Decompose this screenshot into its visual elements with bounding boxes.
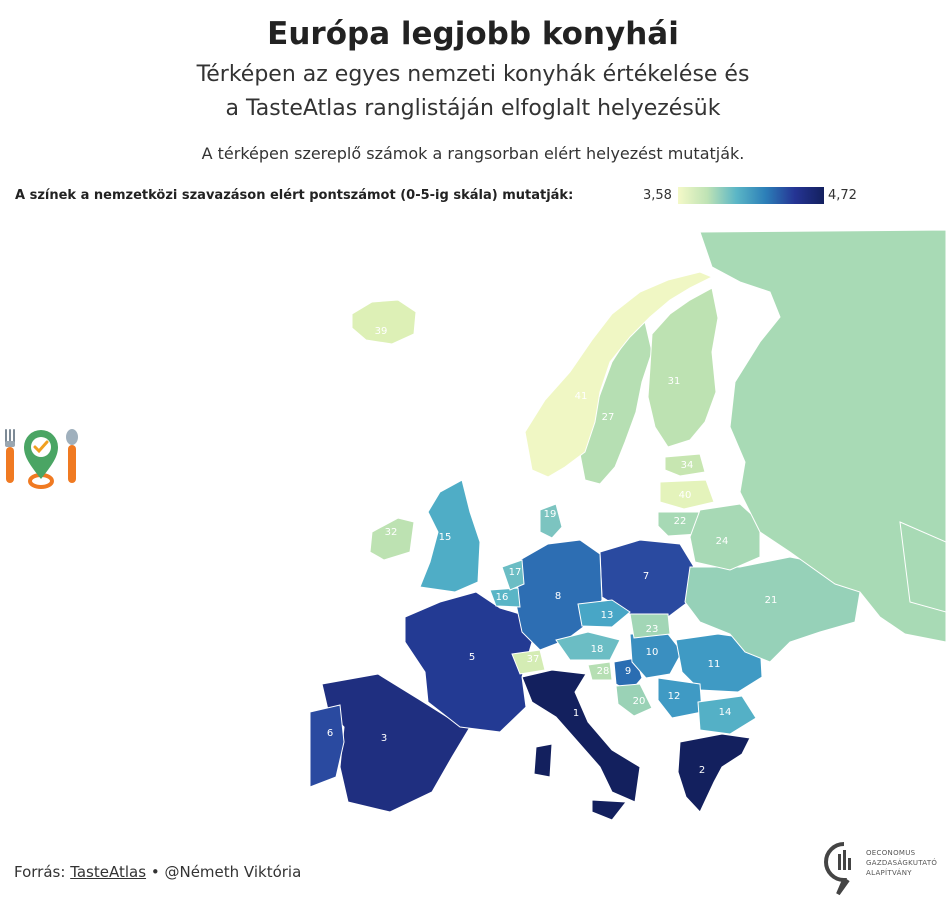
- country-10-rank-label: 12: [668, 691, 681, 702]
- map-pin-check-icon: [24, 430, 58, 489]
- oeconomus-logo: OECONOMUS GAZDASÁGKUTATÓ ALAPÍTVÁNY: [824, 840, 942, 898]
- country-3-rank-label: 5: [469, 652, 475, 663]
- country-0: [521, 669, 641, 821]
- source-line: Forrás: TasteAtlas • @Németh Viktória: [14, 863, 301, 881]
- country-14: [489, 587, 521, 608]
- country-23-rank-label: 27: [602, 412, 615, 423]
- country-28: [511, 649, 546, 675]
- subtitle-line-2: a TasteAtlas ranglistáján elfoglalt hely…: [225, 96, 721, 121]
- source-prefix: Forrás:: [14, 863, 66, 881]
- source-author: @Németh Viktória: [164, 863, 302, 881]
- logo-mark-icon: [824, 842, 851, 896]
- country-18-rank-label: 20: [633, 696, 646, 707]
- country-28-rank-label: 37: [527, 654, 540, 665]
- country-29: [351, 299, 417, 345]
- country-17-rank-label: 19: [544, 509, 557, 520]
- country-16: [555, 631, 621, 661]
- country-1-rank-label: 2: [699, 765, 705, 776]
- country-12: [697, 695, 757, 735]
- country-12-rank-label: 14: [719, 707, 732, 718]
- country-25: [647, 287, 719, 448]
- country-20-rank-label: 22: [674, 516, 687, 527]
- country-25-rank-label: 31: [668, 376, 681, 387]
- legend-max-value: 4,72: [828, 188, 857, 203]
- country-15: [501, 559, 525, 591]
- country-4-rank-label: 6: [327, 728, 333, 739]
- country-8-rank-label: 10: [646, 647, 659, 658]
- country-15-rank-label: 17: [509, 567, 522, 578]
- country-7-rank-label: 9: [625, 666, 631, 677]
- country-18: [615, 683, 653, 717]
- page-title: Európa legjobb konyhái: [267, 16, 679, 52]
- country-5-rank-label: 7: [643, 571, 649, 582]
- fork-icon: [5, 429, 15, 483]
- country-9: [675, 633, 763, 693]
- country-32: [699, 229, 946, 643]
- subtitle-line-1: Térképen az egyes nemzeti konyhák értéke…: [196, 62, 750, 87]
- country-13-rank-label: 15: [439, 532, 452, 543]
- legend-min-value: 3,58: [643, 188, 672, 203]
- country-10: [657, 677, 703, 719]
- country-11-rank-label: 13: [601, 610, 614, 621]
- logo-line-1: OECONOMUS: [866, 849, 916, 857]
- country-14-rank-label: 16: [496, 592, 509, 603]
- spoon-icon: [66, 429, 78, 483]
- country-17: [539, 503, 563, 539]
- country-21: [629, 613, 671, 639]
- country-26-rank-label: 32: [385, 527, 398, 538]
- logo-line-2: GAZDASÁGKUTATÓ: [866, 859, 938, 867]
- country-19: [684, 556, 861, 663]
- source-separator: •: [150, 863, 160, 881]
- country-26: [369, 517, 415, 561]
- country-19-rank-label: 21: [765, 595, 778, 606]
- country-24: [587, 661, 613, 681]
- map-note: A térképen szereplő számok a rangsorban …: [201, 144, 745, 163]
- country-27-rank-label: 34: [681, 460, 694, 471]
- country-20: [657, 511, 701, 537]
- country-24-rank-label: 28: [597, 666, 610, 677]
- source-link[interactable]: TasteAtlas: [70, 863, 147, 881]
- country-2-rank-label: 3: [381, 733, 387, 744]
- country-0-rank-label: 1: [573, 708, 579, 719]
- country-21-rank-label: 23: [646, 624, 659, 635]
- country-4: [309, 704, 345, 788]
- country-31: [524, 271, 714, 478]
- country-22-rank-label: 24: [716, 536, 729, 547]
- country-30-rank-label: 40: [679, 490, 692, 501]
- country-30: [659, 479, 715, 510]
- country-13: [419, 479, 481, 593]
- logo-line-3: ALAPÍTVÁNY: [866, 869, 912, 877]
- country-27: [664, 453, 706, 477]
- country-3: [404, 591, 533, 733]
- legend-gradient-bar: [678, 187, 824, 204]
- europe-map: 1235678910111213141516171819202122232427…: [309, 229, 946, 821]
- country-11: [577, 599, 631, 628]
- country-22: [689, 503, 761, 571]
- country-1: [677, 733, 751, 813]
- country-16-rank-label: 18: [591, 644, 604, 655]
- country-31-rank-label: 41: [575, 391, 588, 402]
- country-2: [321, 673, 471, 813]
- country-29-rank-label: 39: [375, 326, 388, 337]
- legend-label: A színek a nemzetközi szavazáson elért p…: [15, 188, 574, 203]
- country-6-rank-label: 8: [555, 591, 561, 602]
- country-9-rank-label: 11: [708, 659, 721, 670]
- food-map-pin-icon: [5, 429, 78, 489]
